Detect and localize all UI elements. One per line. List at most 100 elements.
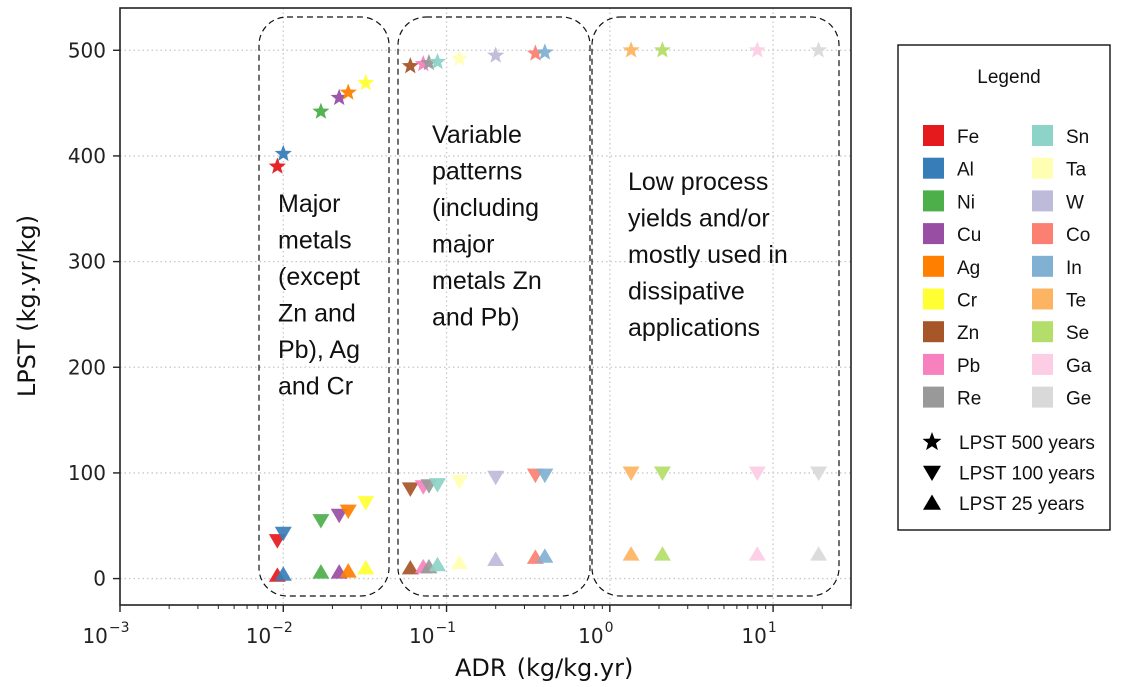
legend-swatch-Zn (923, 321, 944, 343)
legend-label-Co: Co (1066, 225, 1090, 246)
annotation-line: (except (278, 263, 360, 291)
legend-label-Te: Te (1066, 291, 1086, 312)
legend-swatch-Ge (1032, 386, 1053, 408)
region-annotation: Major metals (except Zn and Pb), Ag and Cr (278, 190, 360, 401)
legend-swatch-Ag (923, 255, 944, 277)
point-down-Te (622, 466, 640, 481)
legend-label-Re: Re (957, 389, 981, 410)
point-up-Zn (401, 559, 419, 575)
point-down-Cr (357, 496, 375, 511)
point-star-Ni (312, 102, 330, 119)
legend-marker-star (922, 432, 942, 451)
annotation-line: mostly used in (628, 241, 788, 269)
annotation-regions: Major metals (except Zn and Pb), Ag and Cr Var… (258, 16, 840, 597)
point-up-Ge (810, 546, 828, 561)
point-star-Ta (450, 49, 468, 66)
point-up-Te (622, 546, 640, 561)
x-tick-exponent: −2 (272, 620, 293, 636)
x-axis-title-unit: (kg/kg.yr) (517, 654, 634, 682)
annotation-line: Variable (432, 121, 522, 149)
point-star-Co (526, 44, 544, 61)
legend-label-Zn: Zn (957, 323, 979, 344)
legend-swatch-Co (1032, 223, 1053, 245)
legend-marker-label: LPST 25 years (959, 494, 1084, 515)
x-tick-label: 10−3 (82, 620, 129, 648)
x-tick-label: 10−2 (246, 620, 293, 648)
point-down-Ta (450, 474, 468, 490)
point-star-Se (653, 41, 671, 58)
point-star-Fe (268, 157, 286, 174)
legend-marker-label: LPST 500 years (959, 433, 1095, 454)
point-up-Ni (312, 564, 330, 579)
point-star-Sn (428, 52, 446, 70)
legend-swatch-Al (923, 157, 944, 179)
y-tick-label: 0 (93, 567, 106, 591)
legend-swatch-Te (1032, 288, 1053, 310)
legend-label-Se: Se (1066, 323, 1089, 344)
y-tick-label: 300 (68, 250, 106, 274)
legend-label-Cr: Cr (957, 291, 978, 312)
point-star-Ga (748, 41, 766, 58)
region-annotation: Variable patterns (including major metals Zn… (432, 121, 542, 332)
x-axis-title: ADR (kg/kg.yr) (455, 654, 633, 682)
legend-label-Sn: Sn (1066, 127, 1089, 148)
point-star-Re (420, 53, 438, 71)
point-star-Pb (414, 55, 432, 72)
legend-swatch-W (1032, 190, 1053, 212)
legend-label-Ni: Ni (957, 192, 975, 213)
legend-label-Fe: Fe (957, 127, 979, 148)
x-tick-exponent: 0 (605, 620, 614, 636)
x-tick-exponent: −1 (435, 620, 456, 636)
y-axis-title: LPST (kg.yr/kg) (13, 215, 41, 397)
point-up-Sn (428, 556, 446, 572)
x-tick-exponent: −3 (109, 620, 130, 636)
legend-label-Ta: Ta (1066, 160, 1087, 181)
point-star-Cu (330, 88, 348, 106)
annotation-line: and Cr (278, 373, 353, 401)
data-points (268, 41, 828, 582)
legend-label-Ag: Ag (957, 258, 980, 279)
region-annotation: Low process yields and/or mostly used in di… (628, 168, 788, 342)
point-star-W (487, 46, 505, 63)
annotation-line: metals (278, 227, 352, 255)
legend-marker-triangle-down (923, 465, 941, 482)
annotation-line: dissipative (628, 278, 745, 306)
point-down-Se (653, 466, 671, 481)
point-star-Ag (339, 83, 357, 100)
legend-swatch-Pb (923, 353, 944, 375)
legend-swatch-Sn (1032, 125, 1053, 146)
annotation-line: major (432, 231, 495, 259)
point-star-Te (622, 41, 640, 58)
legend-label-Cu: Cu (957, 225, 981, 246)
annotation-line: and Pb) (432, 304, 520, 332)
x-tick-label: 101 (741, 620, 776, 648)
point-star-Ge (810, 41, 828, 58)
legend-swatch-Ta (1032, 157, 1053, 179)
y-tick-label: 100 (68, 461, 106, 485)
point-down-Cu (330, 508, 348, 524)
point-star-Zn (401, 57, 419, 74)
x-axis-title-name: ADR (455, 654, 507, 682)
x-axis: 10−3 10−2 10−1 100 101 (82, 605, 852, 648)
point-down-Al (274, 526, 292, 542)
point-down-W (487, 470, 505, 486)
plot-frame (119, 7, 852, 606)
point-star-Cr (357, 74, 375, 91)
legend-marker-label: LPST 100 years (959, 464, 1095, 485)
x-tick-label: 100 (578, 620, 613, 648)
legend-label-Ga: Ga (1066, 356, 1092, 377)
region-box (591, 16, 840, 597)
legend-swatch-Ga (1032, 353, 1053, 375)
legend-title: Legend (977, 67, 1040, 88)
point-up-Ag (339, 563, 357, 578)
annotation-line: yields and/or (628, 205, 770, 233)
legend-swatch-Cu (923, 223, 944, 245)
y-tick-label: 400 (68, 144, 106, 168)
point-down-Ag (339, 504, 357, 520)
y-tick-label: 500 (68, 38, 106, 62)
point-down-Zn (401, 482, 419, 497)
region-box (258, 16, 390, 597)
point-up-Cr (357, 559, 375, 575)
point-up-Se (653, 546, 671, 561)
legend-swatch-Fe (923, 125, 944, 146)
